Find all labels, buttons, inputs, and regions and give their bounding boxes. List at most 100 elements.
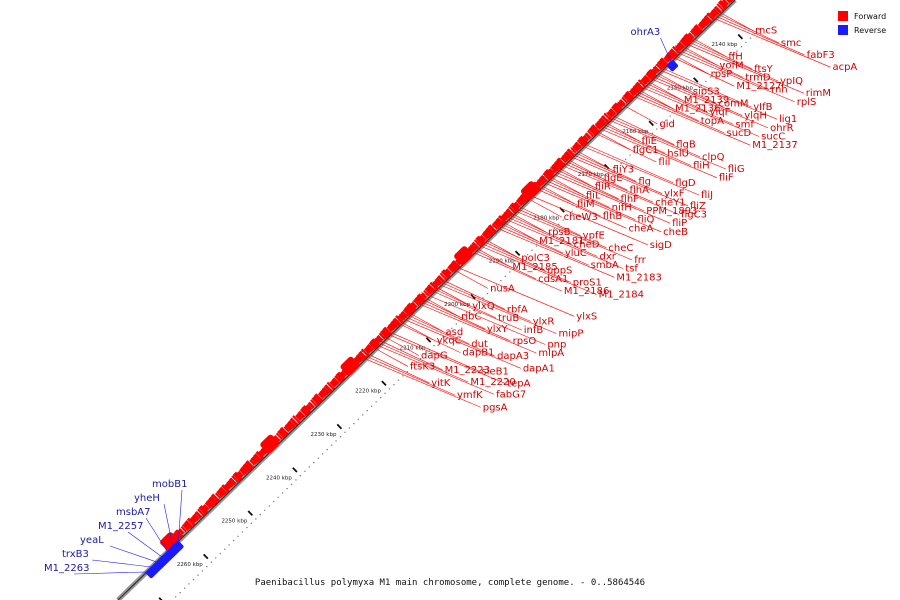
gene-label-proS1: proS1 bbox=[573, 277, 602, 288]
gene-label-cheY1: cheY1 bbox=[655, 197, 685, 208]
forward-feature bbox=[369, 338, 380, 349]
forward-feature bbox=[232, 471, 243, 482]
forward-feature bbox=[646, 68, 657, 79]
forward-feature bbox=[701, 17, 710, 26]
ruler-dot bbox=[567, 214, 569, 217]
leader-line bbox=[425, 287, 522, 331]
forward-feature bbox=[373, 337, 381, 345]
axis-tick-label: 2240 kbp bbox=[266, 475, 292, 481]
forward-feature bbox=[612, 102, 623, 113]
leader-line bbox=[686, 34, 727, 57]
forward-feature bbox=[643, 74, 651, 83]
legend-forward-label: Forward bbox=[854, 11, 887, 21]
ruler-dot bbox=[388, 388, 391, 390]
forward-feature bbox=[420, 292, 428, 299]
axis-tick bbox=[514, 250, 521, 257]
gene-label-rplS: rplS bbox=[797, 97, 817, 108]
forward-feature bbox=[587, 129, 595, 138]
forward-feature bbox=[311, 395, 321, 406]
leader-line bbox=[637, 82, 734, 125]
gene-label-tsf: tsf bbox=[625, 264, 638, 275]
ruler-dot bbox=[486, 292, 489, 295]
gene-label-frr: frr bbox=[634, 255, 646, 266]
gene-label-cheC: cheC bbox=[608, 243, 633, 254]
gene-label-ribC: ribC bbox=[461, 312, 481, 323]
leader-line bbox=[677, 43, 718, 66]
leader-line bbox=[599, 118, 640, 142]
ruler-dot bbox=[192, 578, 195, 581]
gene-label-msbA7: msbA7 bbox=[116, 507, 151, 518]
forward-feature bbox=[590, 124, 600, 134]
gene-label-infB: infB bbox=[524, 325, 544, 336]
leader-line bbox=[712, 8, 754, 31]
ruler-dot bbox=[477, 301, 480, 304]
forward-feature bbox=[331, 377, 340, 386]
leader-line bbox=[568, 149, 637, 182]
leader-line bbox=[652, 66, 778, 120]
legend-reverse-label: Reverse bbox=[854, 25, 887, 35]
ruler-dot bbox=[353, 422, 355, 425]
ruler-dot bbox=[571, 210, 573, 213]
leader-line bbox=[372, 339, 469, 383]
ruler-dot bbox=[544, 236, 547, 239]
ruler-dot bbox=[696, 89, 698, 91]
ruler-dot bbox=[522, 258, 524, 260]
leader-line bbox=[501, 214, 598, 257]
forward-feature bbox=[368, 341, 377, 350]
ruler-dot bbox=[598, 184, 600, 187]
ruler-dot bbox=[651, 132, 654, 135]
gene-label-flg: flg bbox=[638, 177, 651, 188]
ruler-dot bbox=[370, 405, 373, 408]
forward-feature bbox=[625, 90, 635, 101]
leader-line bbox=[588, 129, 657, 163]
leader-line bbox=[675, 45, 744, 78]
forward-feature bbox=[277, 429, 287, 439]
forward-feature bbox=[629, 89, 636, 97]
gene-label-fliZ: fliZ bbox=[690, 201, 706, 212]
forward-feature bbox=[295, 413, 303, 421]
forward-feature bbox=[366, 344, 374, 352]
gene-label-cheW3: cheW3 bbox=[564, 212, 598, 223]
leader-line bbox=[710, 10, 780, 44]
ruler-dot bbox=[549, 232, 551, 234]
gene-label-smf: smf bbox=[735, 119, 754, 130]
ruler-dot bbox=[500, 279, 502, 282]
ruler-dot bbox=[731, 54, 734, 57]
leader-line bbox=[416, 296, 486, 330]
gene-label-yheH: yheH bbox=[134, 493, 160, 504]
forward-feature bbox=[355, 353, 365, 362]
leader-line bbox=[641, 77, 683, 101]
gene-label-pgsA: pgsA bbox=[483, 402, 508, 413]
ruler-dot bbox=[509, 271, 511, 273]
leader-line bbox=[403, 309, 444, 333]
forward-feature bbox=[637, 79, 647, 88]
forward-feature bbox=[363, 346, 372, 355]
ruler-dot bbox=[745, 41, 747, 44]
axis-tick bbox=[203, 553, 209, 560]
forward-feature bbox=[283, 425, 290, 433]
forward-feature bbox=[334, 375, 343, 383]
axis-tick-label: 2230 kbp bbox=[311, 432, 337, 438]
forward-feature bbox=[292, 415, 301, 424]
leader-line bbox=[646, 73, 743, 116]
leader-line bbox=[632, 86, 674, 109]
forward-feature bbox=[576, 139, 585, 147]
gene-label-flhB: flhB bbox=[603, 211, 623, 222]
forward-feature bbox=[721, 0, 729, 7]
leader-line bbox=[436, 277, 506, 310]
forward-feature bbox=[299, 408, 308, 417]
gene-label-flgC1: flgC1 bbox=[633, 145, 659, 156]
ruler-dot bbox=[259, 513, 262, 516]
forward-feature bbox=[481, 232, 489, 240]
gene-label-M1_2185: M1_2185 bbox=[512, 262, 557, 273]
forward-feature bbox=[216, 489, 225, 498]
axis-tick-label: 2140 kbp bbox=[711, 42, 737, 48]
forward-feature bbox=[560, 156, 567, 163]
leader-line bbox=[496, 218, 538, 242]
forward-feature bbox=[724, 0, 732, 4]
map-caption: Paenibacillus polymyxa M1 main chromosom… bbox=[254, 578, 646, 588]
leader-line bbox=[554, 162, 680, 215]
ruler-dot bbox=[304, 470, 306, 472]
ruler-dot bbox=[656, 128, 658, 130]
gene-label-fliH: fliH bbox=[693, 161, 710, 172]
